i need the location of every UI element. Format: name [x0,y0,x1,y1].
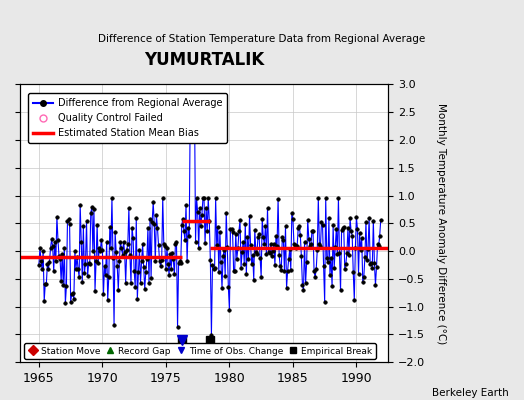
Legend: Station Move, Record Gap, Time of Obs. Change, Empirical Break: Station Move, Record Gap, Time of Obs. C… [25,343,376,359]
Title: YUMURTALIK: YUMURTALIK [144,51,264,69]
Text: Difference of Station Temperature Data from Regional Average: Difference of Station Temperature Data f… [99,34,425,44]
Y-axis label: Monthly Temperature Anomaly Difference (°C): Monthly Temperature Anomaly Difference (… [436,103,446,344]
Text: Berkeley Earth: Berkeley Earth [432,388,508,398]
